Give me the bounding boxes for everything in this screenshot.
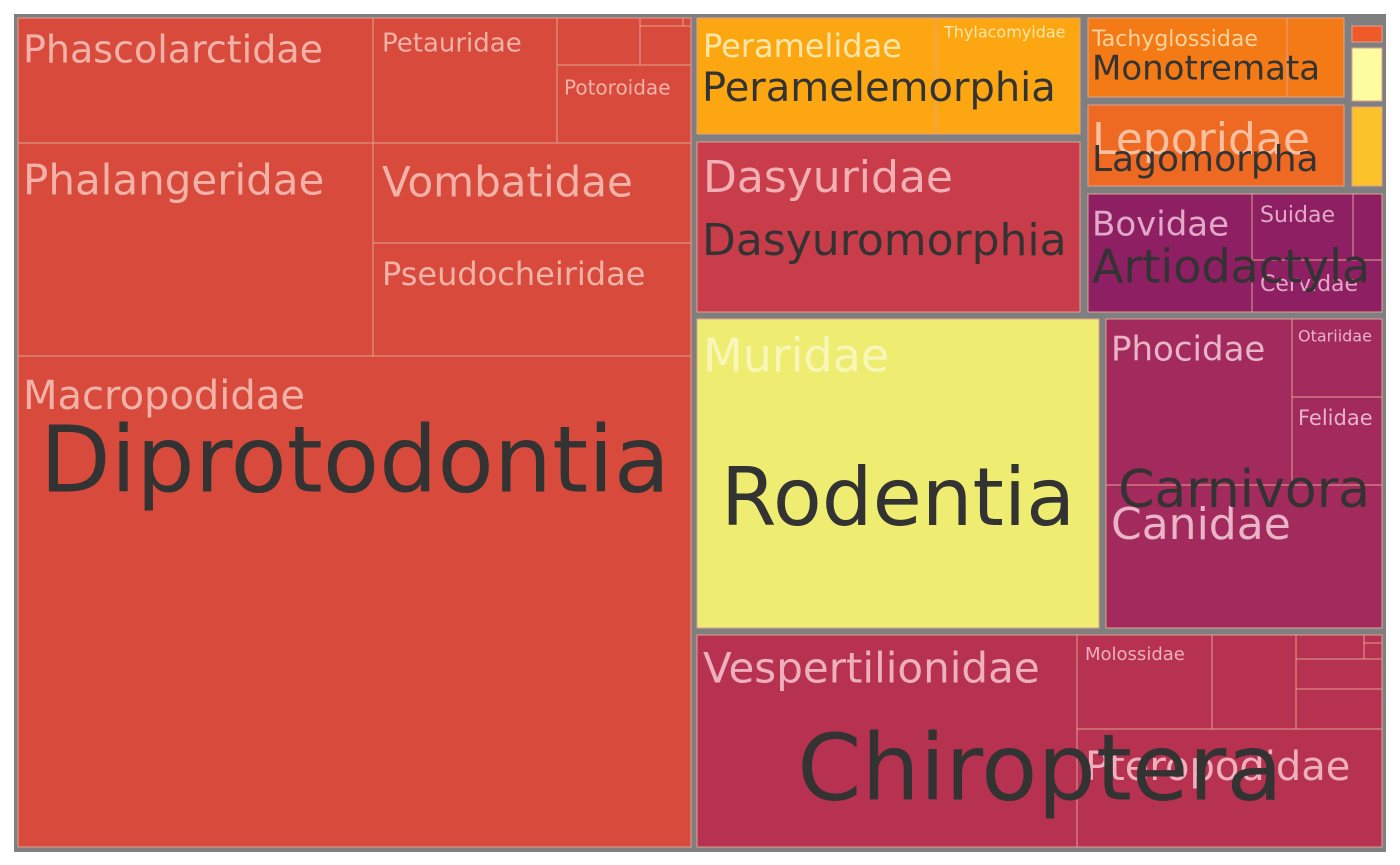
treemap-group: Tachyglossidae — [1087, 17, 1345, 98]
treemap-family-label: Otariidae — [1298, 327, 1372, 346]
treemap-family-rect — [1291, 396, 1383, 486]
treemap-family-rect — [372, 242, 692, 357]
treemap-family-label: Petauridae — [382, 29, 522, 59]
treemap-family-rect — [17, 142, 374, 357]
treemap-order-label: Artiodactyla — [1092, 240, 1370, 294]
treemap-family-rect — [1363, 642, 1383, 660]
treemap-family-label: Canidae — [1111, 499, 1291, 550]
treemap-family-label: Thylacomyidae — [943, 23, 1066, 42]
treemap-family-label: Peramelidae — [703, 27, 902, 65]
treemap-family-rect — [17, 17, 374, 144]
treemap-order-label: Chiroptera — [797, 714, 1282, 821]
treemap-family-rect — [639, 25, 692, 66]
treemap-family-rect — [696, 17, 937, 135]
treemap-family-rect — [1087, 104, 1345, 187]
treemap-order-label: Monotremata — [1092, 49, 1320, 89]
treemap-family-rect — [696, 634, 1078, 848]
treemap-group: Phocidae Otariidae Felidae Canidae — [1105, 318, 1383, 629]
treemap-family-rect — [1295, 634, 1365, 660]
treemap-family-label: Bovidae — [1092, 205, 1229, 245]
treemap-order-label: Peramelemorphia — [702, 65, 1056, 111]
treemap-group: Bovidae Suidae Cervidae — [1087, 193, 1383, 313]
treemap-family-rect — [1105, 484, 1383, 629]
treemap-family-rect — [1295, 658, 1383, 690]
treemap-family-label: Cervidae — [1260, 272, 1358, 297]
treemap-family-label: Vespertilionidae — [703, 644, 1040, 693]
treemap-family-label: Vombatidae — [382, 158, 633, 207]
treemap-family-rect — [935, 17, 1081, 135]
treemap-family-rect — [639, 17, 684, 27]
treemap-family-rect — [1105, 318, 1293, 486]
treemap-family-label: Phascolarctidae — [23, 28, 323, 72]
treemap-order-label: Rodentia — [721, 451, 1075, 544]
treemap-family-rect — [1251, 193, 1354, 261]
treemap-group: Vespertilionidae Molossidae Pteropodidae — [696, 634, 1383, 848]
treemap-family-rect — [1363, 634, 1383, 644]
treemap-family-label: Potoroidae — [564, 76, 671, 100]
treemap-order-label: Carnivora — [1118, 460, 1370, 520]
treemap-family-label: Macropodidae — [23, 373, 305, 419]
treemap-group: Dasyuridae — [696, 141, 1081, 313]
treemap-family-rect — [1351, 47, 1383, 102]
treemap-group: Muridae — [696, 318, 1100, 629]
treemap-family-rect — [1087, 17, 1288, 98]
treemap-family-rect — [556, 17, 641, 66]
treemap-family-rect — [17, 355, 692, 848]
treemap-family-rect — [1291, 318, 1383, 398]
treemap-family-rect — [1251, 259, 1383, 313]
treemap-group — [1351, 106, 1383, 187]
treemap-group: Leporidae — [1087, 104, 1345, 187]
treemap-family-rect — [696, 318, 1100, 629]
treemap-family-rect — [1351, 25, 1383, 43]
treemap-order-label: Dasyuromorphia — [702, 215, 1067, 266]
treemap-family-rect — [1286, 17, 1345, 98]
treemap-order-label: Diprotodontia — [40, 406, 670, 513]
treemap-family-label: Leporidae — [1092, 114, 1310, 165]
treemap-family-label: Muridae — [703, 329, 889, 383]
treemap-group — [1351, 47, 1383, 102]
treemap-family-label: Felidae — [1298, 406, 1373, 430]
treemap-group — [1351, 25, 1383, 43]
treemap-family-rect — [1211, 634, 1297, 730]
treemap-family-label: Phocidae — [1111, 330, 1265, 370]
treemap-family-rect — [696, 141, 1081, 313]
treemap-family-rect — [1352, 193, 1383, 261]
treemap-family-label: Pseudocheiridae — [382, 255, 645, 293]
treemap-family-label: Phalangeridae — [23, 156, 324, 205]
treemap-family-label: Pteropodidae — [1085, 744, 1350, 790]
treemap-order-label: Lagomorpha — [1092, 139, 1319, 180]
treemap-family-label: Suidae — [1260, 203, 1335, 228]
treemap-family-rect — [682, 17, 692, 27]
treemap-group: Peramelidae Thylacomyidae — [696, 17, 1081, 135]
treemap-group: Phascolarctidae Petauridae Potoroidae Phala… — [17, 17, 692, 848]
treemap-family-rect — [1076, 728, 1383, 848]
treemap-family-rect — [1295, 688, 1383, 730]
treemap-family-label: Molossidae — [1085, 644, 1185, 665]
treemap-family-rect — [1351, 106, 1383, 187]
treemap-family-label: Dasyuridae — [703, 152, 953, 203]
treemap-family-rect — [372, 142, 692, 244]
treemap-family-rect — [1076, 634, 1213, 730]
treemap-family-label: Tachyglossidae — [1091, 27, 1258, 52]
